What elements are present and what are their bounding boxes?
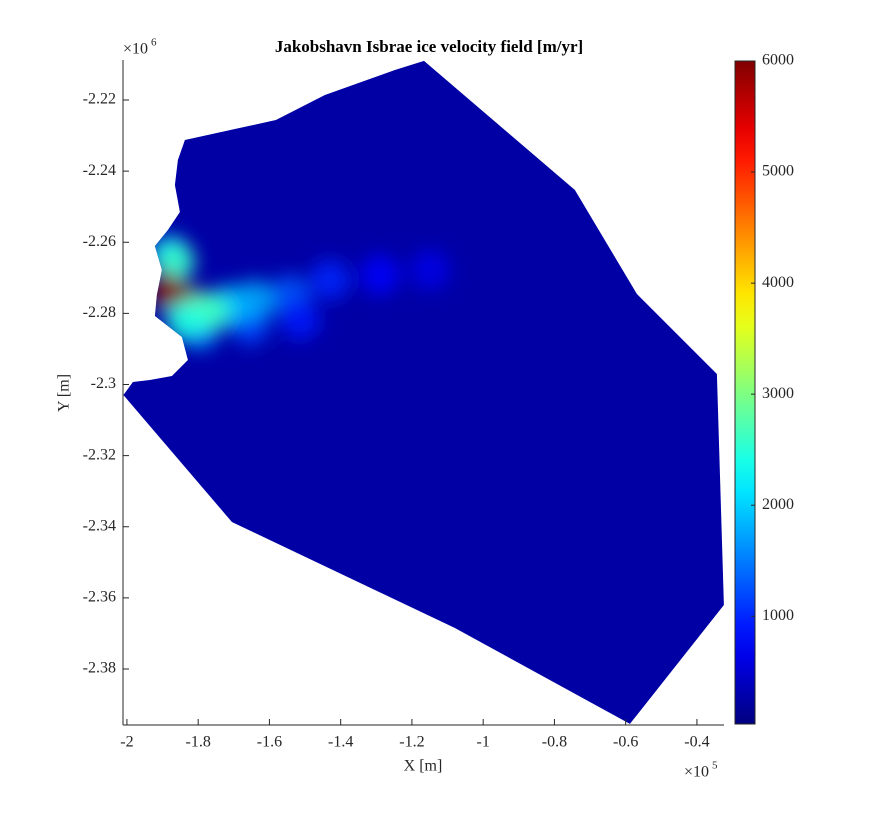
colorbar: 1000 2000 3000 4000 5000 6000 — [734, 52, 794, 725]
colorbar-tick-label: 3000 — [762, 385, 794, 402]
y-tick-label: -2.22 — [83, 91, 116, 108]
x-tick-label: -1.6 — [257, 734, 282, 751]
velocity-sample — [234, 280, 275, 321]
colorbar-scale — [734, 60, 756, 725]
x-tick-label: -1.2 — [399, 734, 424, 751]
axes: -2 -1.8 -1.6 -1.4 -1.2 -1 -0.8 -0.6 -0.4 -2.22 -2.… — [83, 60, 724, 751]
x-tick-label: -0.6 — [613, 734, 638, 751]
y-tick-label: -2.28 — [83, 304, 116, 321]
x-tick-label: -1.8 — [186, 734, 211, 751]
y-tick-label: -2.3 — [91, 375, 116, 392]
x-exponent: 5 — [712, 760, 718, 772]
y-tick-label: -2.24 — [83, 162, 116, 179]
y-tick-label: -2.32 — [83, 446, 116, 463]
colorbar-tick-label: 6000 — [762, 52, 794, 69]
y-tick-label: -2.26 — [83, 233, 116, 250]
velocity-sample — [164, 299, 205, 340]
x-tick-label: -0.8 — [542, 734, 567, 751]
x-tick-label: -1 — [477, 734, 490, 751]
velocity-samples — [149, 235, 450, 351]
y-axis-label: Y [m] — [56, 374, 73, 412]
ice-domain — [123, 60, 724, 724]
velocity-sample — [279, 299, 320, 340]
colorbar-tick-label: 1000 — [762, 607, 794, 624]
colorbar-tick-label: 5000 — [762, 163, 794, 180]
y-exponent: 6 — [151, 37, 157, 49]
plot-area — [123, 60, 724, 724]
y-tick-label: -2.36 — [83, 589, 116, 606]
chart-title: Jakobshavn Isbrae ice velocity field [m/… — [275, 37, 583, 56]
x-axis-label: X [m] — [404, 758, 443, 775]
colorbar-tick-label: 2000 — [762, 496, 794, 513]
velocity-sample — [359, 255, 400, 296]
x-tick-label: -2 — [120, 734, 133, 751]
velocity-sample — [409, 249, 450, 290]
velocity-sample — [151, 287, 174, 310]
velocity-field — [149, 235, 450, 351]
x-exponent-base: ×10 — [684, 764, 709, 781]
velocity-sample — [309, 260, 350, 301]
y-tick-label: -2.34 — [83, 517, 116, 534]
colorbar-tick-label: 4000 — [762, 274, 794, 291]
x-tick-label: -1.4 — [328, 734, 353, 751]
y-exponent-base: ×10 — [123, 41, 148, 58]
y-tick-label: -2.38 — [83, 660, 116, 677]
x-tick-label: -0.4 — [684, 734, 709, 751]
